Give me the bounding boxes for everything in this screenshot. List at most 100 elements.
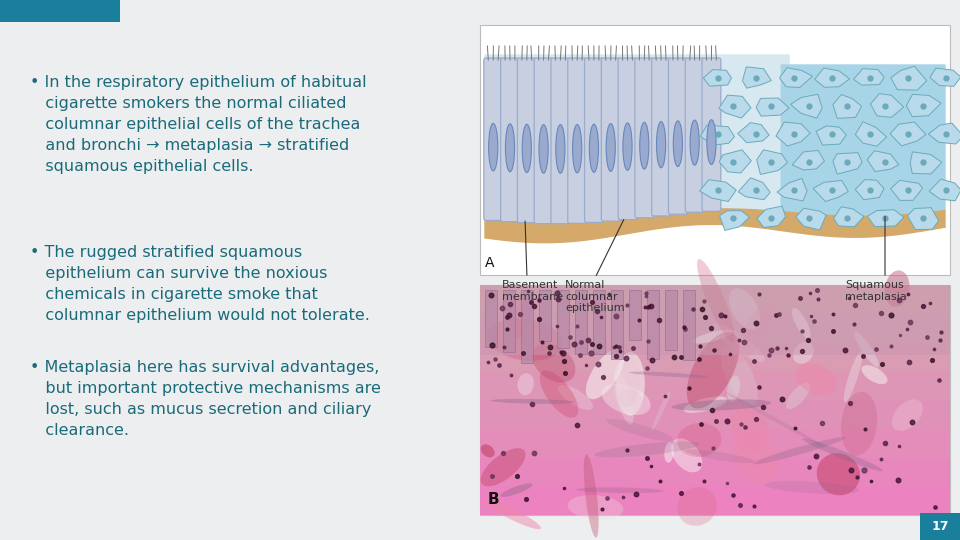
FancyBboxPatch shape xyxy=(702,58,721,211)
Ellipse shape xyxy=(540,370,578,418)
Ellipse shape xyxy=(481,444,494,457)
Bar xyxy=(480,372,950,400)
Bar xyxy=(485,290,497,347)
FancyBboxPatch shape xyxy=(618,58,636,220)
Bar xyxy=(480,342,950,372)
Bar xyxy=(629,290,641,340)
Text: 17: 17 xyxy=(931,519,948,532)
Ellipse shape xyxy=(697,259,734,342)
Polygon shape xyxy=(756,98,789,116)
Ellipse shape xyxy=(594,442,699,457)
Bar xyxy=(920,513,960,540)
Ellipse shape xyxy=(664,442,674,463)
Text: B: B xyxy=(488,492,499,507)
Polygon shape xyxy=(833,94,861,118)
Polygon shape xyxy=(756,150,787,174)
Ellipse shape xyxy=(616,352,645,416)
Ellipse shape xyxy=(485,500,541,529)
Bar xyxy=(557,290,569,348)
Polygon shape xyxy=(813,180,849,201)
Polygon shape xyxy=(701,125,734,145)
Ellipse shape xyxy=(725,392,827,448)
Polygon shape xyxy=(867,151,899,172)
Ellipse shape xyxy=(707,120,716,165)
Text: • Metaplasia here has survival advantages,
   but important protective mechanism: • Metaplasia here has survival advantage… xyxy=(30,360,381,438)
Polygon shape xyxy=(737,123,769,143)
Polygon shape xyxy=(780,68,812,87)
Polygon shape xyxy=(868,210,903,227)
Polygon shape xyxy=(704,70,732,86)
Ellipse shape xyxy=(793,342,814,364)
FancyBboxPatch shape xyxy=(484,58,503,220)
Polygon shape xyxy=(700,180,736,201)
Polygon shape xyxy=(796,208,826,230)
Bar xyxy=(480,314,950,342)
FancyBboxPatch shape xyxy=(685,58,704,212)
Ellipse shape xyxy=(710,400,747,424)
Bar xyxy=(0,0,120,22)
Ellipse shape xyxy=(671,438,702,472)
Polygon shape xyxy=(776,122,810,146)
Ellipse shape xyxy=(606,419,673,441)
Ellipse shape xyxy=(786,382,810,409)
Ellipse shape xyxy=(690,120,699,165)
Polygon shape xyxy=(720,211,750,231)
Ellipse shape xyxy=(488,319,563,361)
Ellipse shape xyxy=(677,423,721,457)
Text: Basement
membrane: Basement membrane xyxy=(502,280,564,302)
Ellipse shape xyxy=(721,346,757,406)
Polygon shape xyxy=(890,122,925,146)
FancyBboxPatch shape xyxy=(534,58,553,224)
Ellipse shape xyxy=(844,351,862,402)
Ellipse shape xyxy=(481,448,525,487)
Ellipse shape xyxy=(489,123,498,171)
Ellipse shape xyxy=(861,365,887,384)
Polygon shape xyxy=(855,122,887,146)
Ellipse shape xyxy=(673,121,683,166)
Bar xyxy=(480,285,950,314)
FancyBboxPatch shape xyxy=(585,58,603,222)
Polygon shape xyxy=(781,65,945,217)
Ellipse shape xyxy=(629,372,708,377)
Polygon shape xyxy=(928,123,960,144)
Polygon shape xyxy=(792,151,825,170)
Ellipse shape xyxy=(792,308,810,339)
Ellipse shape xyxy=(753,437,846,464)
Ellipse shape xyxy=(729,288,760,329)
Bar xyxy=(593,290,605,354)
Polygon shape xyxy=(891,180,923,200)
Ellipse shape xyxy=(727,375,740,402)
Polygon shape xyxy=(930,68,960,86)
Ellipse shape xyxy=(491,399,574,404)
Polygon shape xyxy=(910,152,942,174)
Polygon shape xyxy=(757,206,785,227)
Ellipse shape xyxy=(572,125,582,173)
Polygon shape xyxy=(738,178,770,200)
Ellipse shape xyxy=(556,125,564,173)
Text: Squamous
metaplasia: Squamous metaplasia xyxy=(845,280,907,302)
Polygon shape xyxy=(907,208,939,230)
Bar xyxy=(480,486,950,515)
Polygon shape xyxy=(815,68,850,87)
Bar xyxy=(480,285,950,355)
Polygon shape xyxy=(485,55,789,222)
Polygon shape xyxy=(719,95,751,118)
Ellipse shape xyxy=(657,122,665,168)
Polygon shape xyxy=(777,178,807,201)
Ellipse shape xyxy=(567,495,623,520)
Polygon shape xyxy=(871,93,903,117)
Ellipse shape xyxy=(506,295,531,339)
Ellipse shape xyxy=(558,385,593,410)
Ellipse shape xyxy=(517,373,534,395)
Ellipse shape xyxy=(539,125,548,173)
Text: • The rugged stratified squamous
   epithelium can survive the noxious
   chemic: • The rugged stratified squamous epithel… xyxy=(30,245,370,323)
Ellipse shape xyxy=(613,356,640,407)
Ellipse shape xyxy=(639,122,649,169)
Bar xyxy=(575,290,587,354)
Ellipse shape xyxy=(796,363,837,396)
Ellipse shape xyxy=(614,372,634,424)
Ellipse shape xyxy=(678,487,717,526)
Polygon shape xyxy=(891,66,926,90)
Ellipse shape xyxy=(522,124,532,172)
FancyBboxPatch shape xyxy=(601,58,620,221)
